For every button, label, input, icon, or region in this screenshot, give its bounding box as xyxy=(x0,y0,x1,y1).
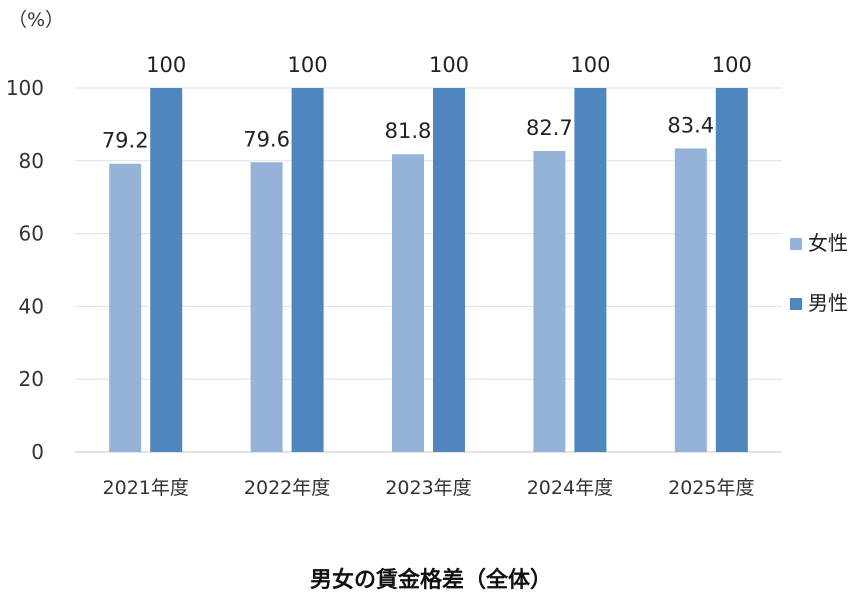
data-label-女性-2021年度: 79.2 xyxy=(102,129,149,153)
y-axis: 0 20 40 60 80 100 xyxy=(6,76,44,464)
x-tick-label-2021年度: 2021年度 xyxy=(103,477,189,499)
data-label-男性-2021年度: 100 xyxy=(146,53,186,77)
bar-男性-2022年度 xyxy=(291,88,324,452)
legend-label-男性: 男性 xyxy=(808,291,848,315)
y-tick-label-0: 0 xyxy=(31,440,44,464)
bar-女性-2023年度 xyxy=(392,154,424,453)
legend-swatch-女性 xyxy=(790,238,802,250)
y-tick-label-100: 100 xyxy=(6,76,44,100)
bar-男性-2025年度 xyxy=(715,88,748,452)
bar-女性-2025年度 xyxy=(674,148,707,452)
bar-男性-2023年度 xyxy=(433,88,465,452)
data-label-女性-2025年度: 83.4 xyxy=(667,113,714,137)
x-tick-label-2024年度: 2024年度 xyxy=(527,477,613,499)
bar-女性-2021年度 xyxy=(109,163,142,452)
legend-swatch-男性 xyxy=(790,298,802,310)
y-unit-label: （%） xyxy=(8,9,64,31)
chart-caption: 男女の賃金格差（全体） xyxy=(310,567,552,593)
data-label-女性-2023年度: 81.8 xyxy=(385,119,432,143)
x-axis: 2021年度 2022年度 2023年度 2024年度 2025年度 xyxy=(103,477,755,499)
data-label-男性-2024年度: 100 xyxy=(570,53,610,77)
data-label-男性-2022年度: 100 xyxy=(288,53,328,77)
gridlines xyxy=(75,87,782,453)
x-tick-label-2023年度: 2023年度 xyxy=(385,477,471,499)
y-tick-label-80: 80 xyxy=(19,149,44,173)
bar-女性-2024年度 xyxy=(533,150,566,453)
data-label-男性-2023年度: 100 xyxy=(429,53,469,77)
bars: 79.2 100 79.6 100 81.8 100 82.7 100 83.4 100 xyxy=(102,53,752,453)
bar-男性-2024年度 xyxy=(574,88,607,452)
y-tick-label-60: 60 xyxy=(19,222,44,246)
x-tick-label-2025年度: 2025年度 xyxy=(668,477,754,499)
y-tick-label-40: 40 xyxy=(19,294,44,318)
bar-男性-2021年度 xyxy=(150,88,183,452)
legend-label-女性: 女性 xyxy=(808,231,848,255)
bar-女性-2022年度 xyxy=(250,162,283,453)
x-tick-label-2022年度: 2022年度 xyxy=(244,477,330,499)
data-label-男性-2025年度: 100 xyxy=(712,53,752,77)
y-tick-label-20: 20 xyxy=(19,367,44,391)
data-label-女性-2024年度: 82.7 xyxy=(526,116,573,140)
data-label-女性-2022年度: 79.6 xyxy=(243,127,290,151)
